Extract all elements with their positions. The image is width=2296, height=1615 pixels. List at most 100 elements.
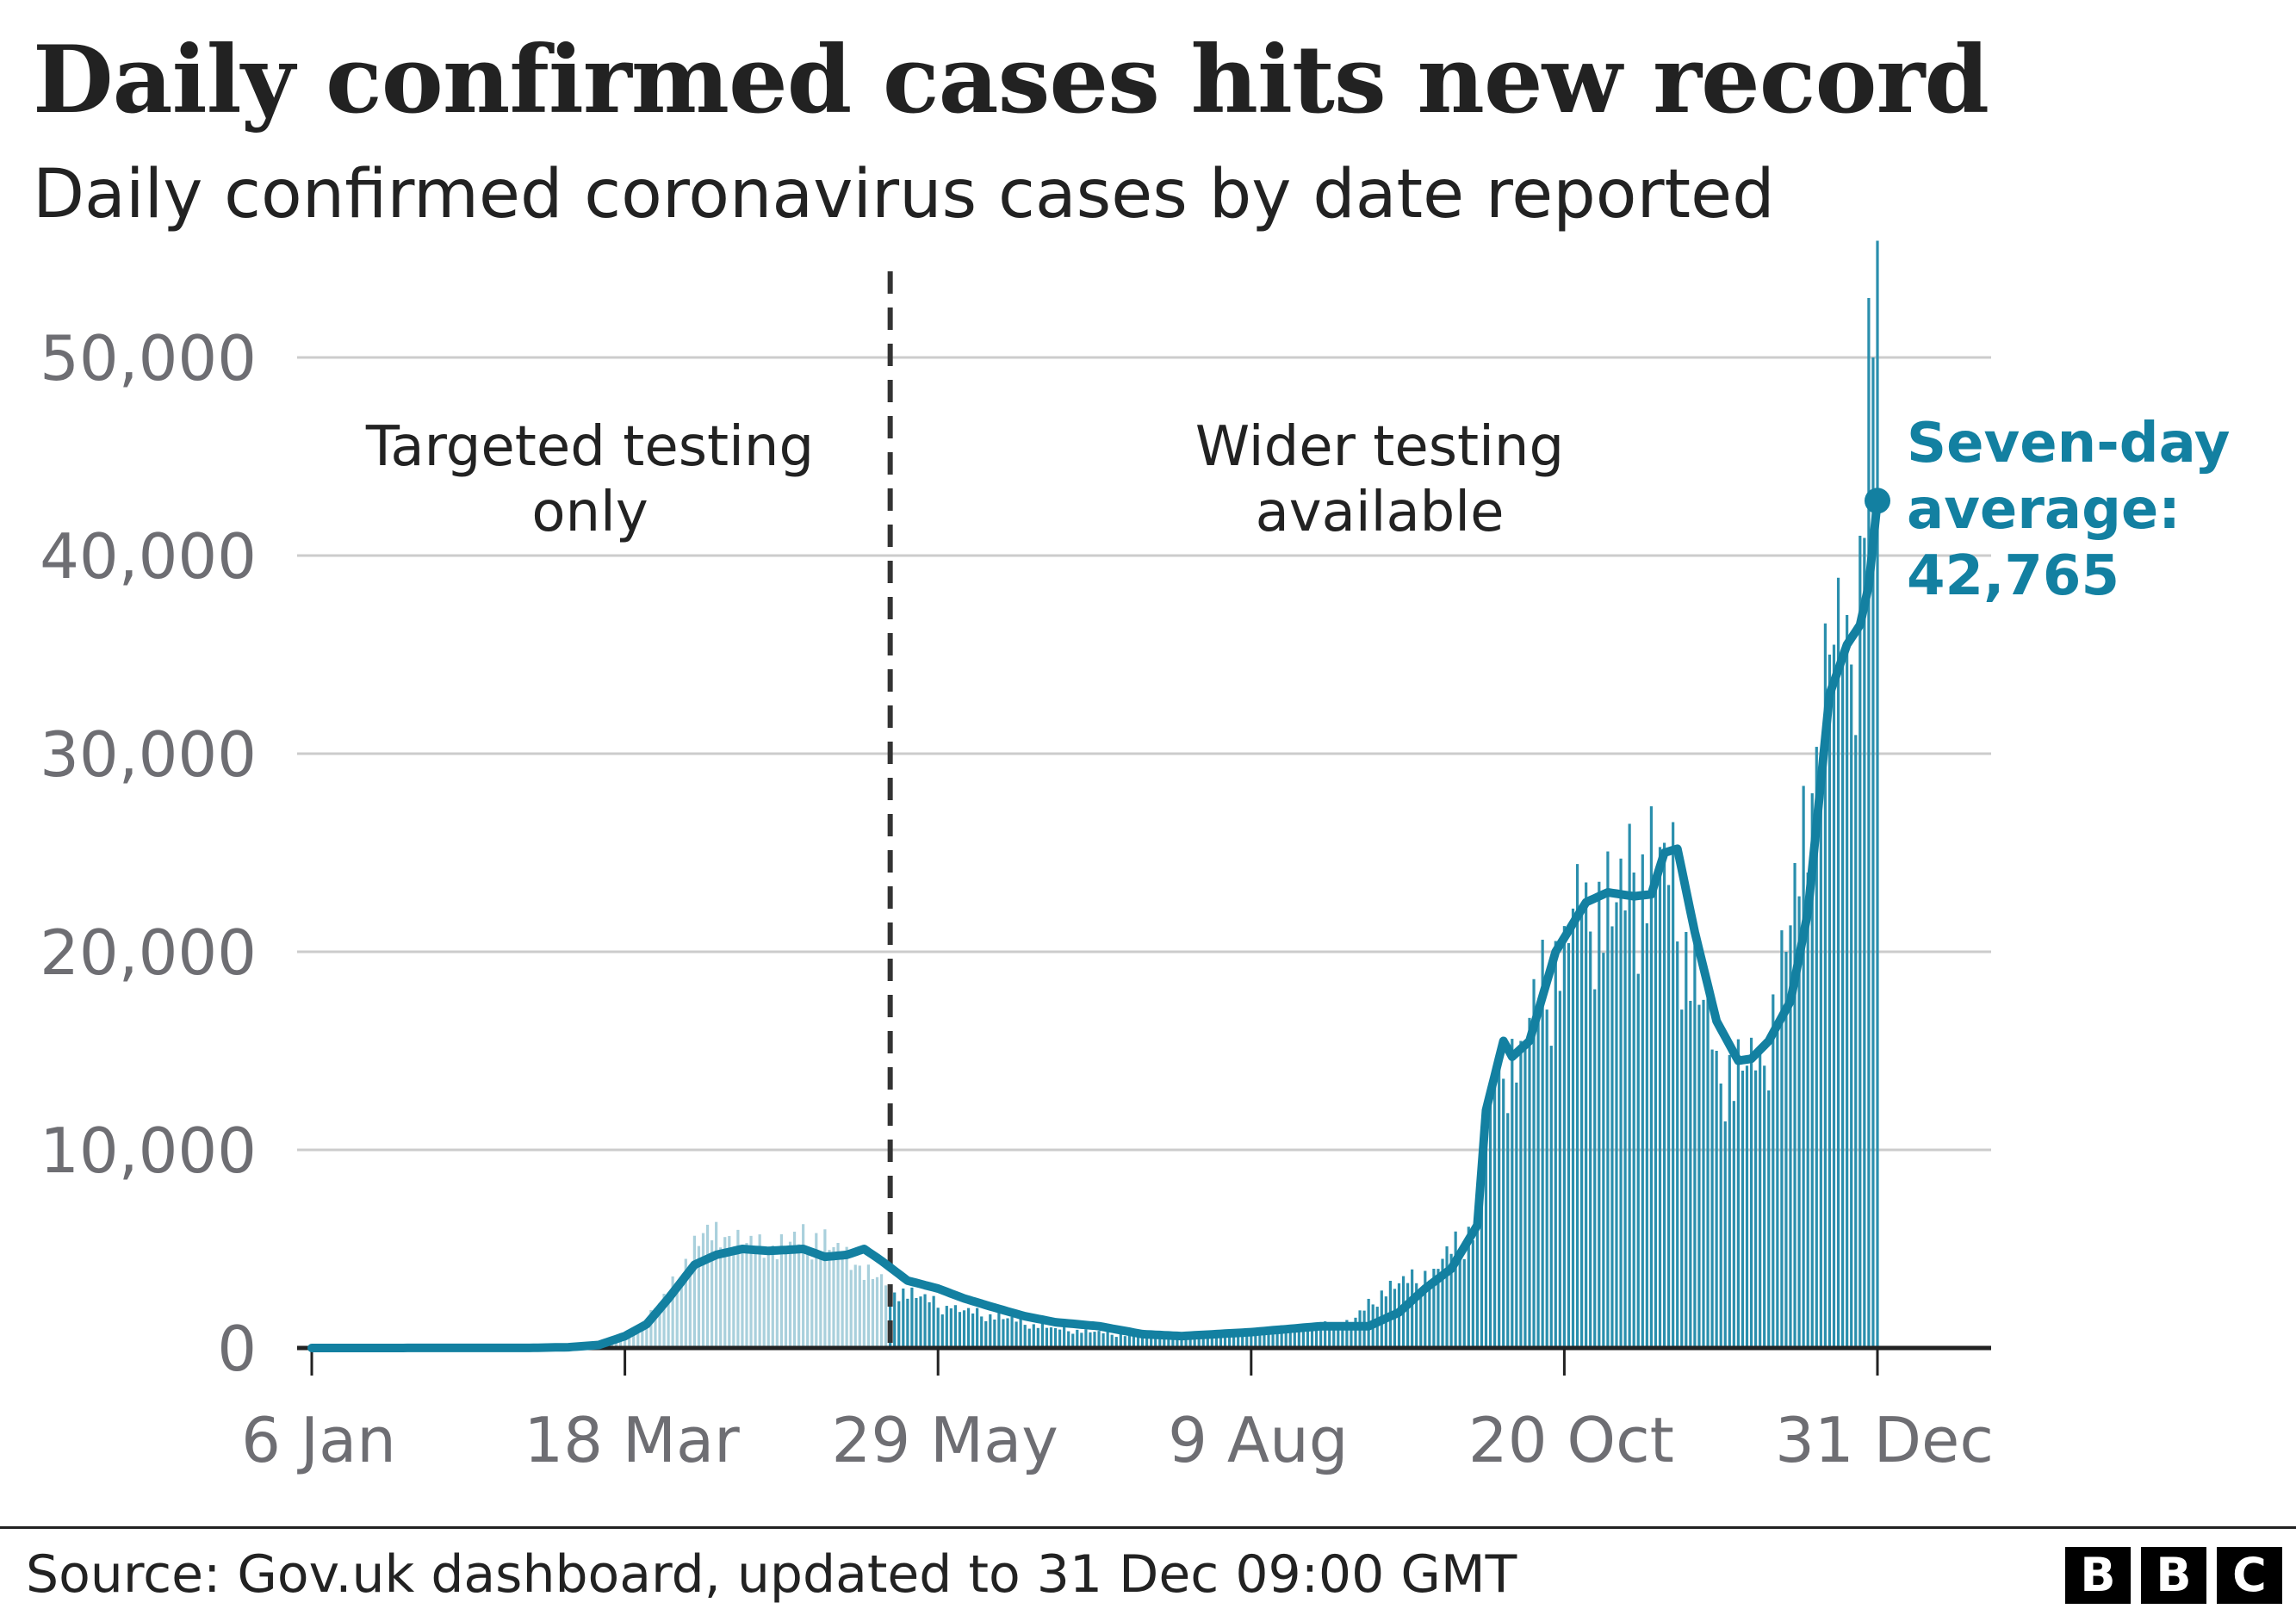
daily-bar bbox=[1515, 1082, 1518, 1348]
y-tick-label: 40,000 bbox=[40, 520, 257, 593]
daily-bar bbox=[1759, 1051, 1762, 1348]
daily-bar bbox=[758, 1234, 761, 1348]
daily-bar bbox=[1628, 823, 1631, 1348]
source-note: Source: Gov.uk dashboard, updated to 31 … bbox=[26, 1544, 1517, 1605]
daily-bar bbox=[675, 1283, 679, 1348]
daily-bar bbox=[884, 1285, 888, 1348]
daily-bar bbox=[1606, 851, 1610, 1348]
daily-bar bbox=[949, 1308, 953, 1348]
daily-bar bbox=[1271, 1326, 1275, 1348]
daily-bar bbox=[858, 1265, 861, 1348]
daily-bar bbox=[1154, 1336, 1157, 1348]
daily-bar bbox=[1171, 1332, 1175, 1348]
daily-bar bbox=[1328, 1326, 1331, 1348]
daily-bar bbox=[989, 1314, 992, 1348]
daily-bar bbox=[771, 1245, 774, 1348]
daily-bar bbox=[841, 1258, 844, 1348]
daily-bar bbox=[628, 1334, 631, 1348]
daily-bar bbox=[1040, 1323, 1044, 1348]
daily-bar bbox=[1114, 1337, 1118, 1348]
daily-bar bbox=[1184, 1332, 1188, 1348]
daily-bar bbox=[1350, 1322, 1353, 1348]
daily-bar bbox=[1345, 1320, 1349, 1348]
daily-bar bbox=[1076, 1329, 1079, 1348]
daily-bar bbox=[1454, 1231, 1457, 1348]
gridlines bbox=[297, 356, 1991, 1152]
daily-bar bbox=[1419, 1290, 1423, 1348]
daily-bar bbox=[1854, 735, 1858, 1348]
daily-bar bbox=[853, 1264, 857, 1348]
daily-bar bbox=[1424, 1270, 1427, 1348]
chart-subtitle: Daily confirmed coronavirus cases by dat… bbox=[33, 156, 1775, 233]
daily-bar bbox=[1545, 1009, 1548, 1348]
daily-bar bbox=[636, 1332, 640, 1348]
daily-bar bbox=[976, 1308, 979, 1348]
x-tick-label: 20 Oct bbox=[1468, 1404, 1674, 1476]
y-tick-label: 30,000 bbox=[40, 718, 257, 791]
daily-bar bbox=[1458, 1250, 1461, 1348]
daily-bar bbox=[1585, 882, 1588, 1348]
daily-bar bbox=[736, 1229, 740, 1348]
daily-bar bbox=[819, 1251, 822, 1348]
daily-bar bbox=[1119, 1333, 1122, 1348]
daily-bar bbox=[1310, 1325, 1314, 1348]
bbc-logo: B B C bbox=[2065, 1547, 2282, 1604]
daily-bar bbox=[849, 1270, 853, 1348]
annotation-line: average: bbox=[1907, 478, 2181, 542]
daily-bar bbox=[1254, 1330, 1257, 1348]
daily-bar bbox=[953, 1305, 957, 1348]
daily-bar bbox=[1306, 1326, 1310, 1348]
x-tick-label: 29 May bbox=[832, 1404, 1058, 1476]
daily-bar bbox=[1462, 1258, 1466, 1348]
daily-bar bbox=[1206, 1332, 1209, 1348]
daily-bar bbox=[910, 1287, 914, 1348]
daily-bar bbox=[1610, 926, 1614, 1348]
footer-divider bbox=[0, 1526, 2296, 1529]
daily-bar bbox=[1754, 1070, 1758, 1348]
daily-bar bbox=[1002, 1319, 1005, 1348]
daily-bar bbox=[1475, 1219, 1479, 1348]
daily-bar bbox=[784, 1249, 788, 1348]
average-end-dot bbox=[1865, 488, 1890, 514]
y-tick-labels: 0 10,000 20,000 30,000 40,000 50,000 bbox=[40, 322, 257, 1385]
daily-bar bbox=[1319, 1326, 1323, 1348]
daily-bar bbox=[923, 1294, 927, 1348]
daily-bar bbox=[1859, 536, 1862, 1348]
daily-bar bbox=[1506, 1113, 1510, 1348]
daily-bar bbox=[997, 1313, 1001, 1348]
daily-bar bbox=[1049, 1327, 1053, 1348]
daily-bar bbox=[810, 1259, 814, 1348]
daily-bar bbox=[940, 1314, 944, 1348]
daily-bar bbox=[1667, 885, 1671, 1348]
daily-bar bbox=[1850, 664, 1853, 1348]
seven-day-average bbox=[307, 496, 1882, 1352]
daily-bar bbox=[1562, 926, 1566, 1348]
daily-bar bbox=[667, 1292, 670, 1348]
daily-bar bbox=[1832, 644, 1836, 1348]
daily-bar bbox=[1528, 1017, 1531, 1348]
daily-bar bbox=[1449, 1253, 1453, 1348]
daily-bar bbox=[1280, 1325, 1283, 1348]
daily-bar bbox=[993, 1319, 996, 1348]
daily-bar bbox=[1441, 1258, 1444, 1348]
daily-bar bbox=[745, 1243, 748, 1348]
daily-bar bbox=[1193, 1332, 1196, 1348]
daily-bar bbox=[1645, 922, 1648, 1348]
daily-bar bbox=[1263, 1330, 1266, 1348]
daily-bar bbox=[1780, 930, 1784, 1348]
daily-bar bbox=[1841, 661, 1845, 1348]
daily-bar bbox=[1523, 1048, 1527, 1348]
daily-bar bbox=[1058, 1329, 1062, 1348]
daily-bar bbox=[1723, 1121, 1727, 1348]
daily-bar bbox=[1197, 1334, 1201, 1348]
daily-bar bbox=[1019, 1318, 1022, 1348]
daily-bar bbox=[1067, 1331, 1070, 1348]
daily-bar bbox=[971, 1313, 975, 1348]
daily-bar bbox=[915, 1297, 918, 1348]
daily-bar bbox=[984, 1320, 988, 1348]
daily-bar bbox=[1615, 902, 1618, 1348]
daily-bar bbox=[1176, 1334, 1179, 1348]
daily-bar bbox=[1089, 1332, 1092, 1348]
